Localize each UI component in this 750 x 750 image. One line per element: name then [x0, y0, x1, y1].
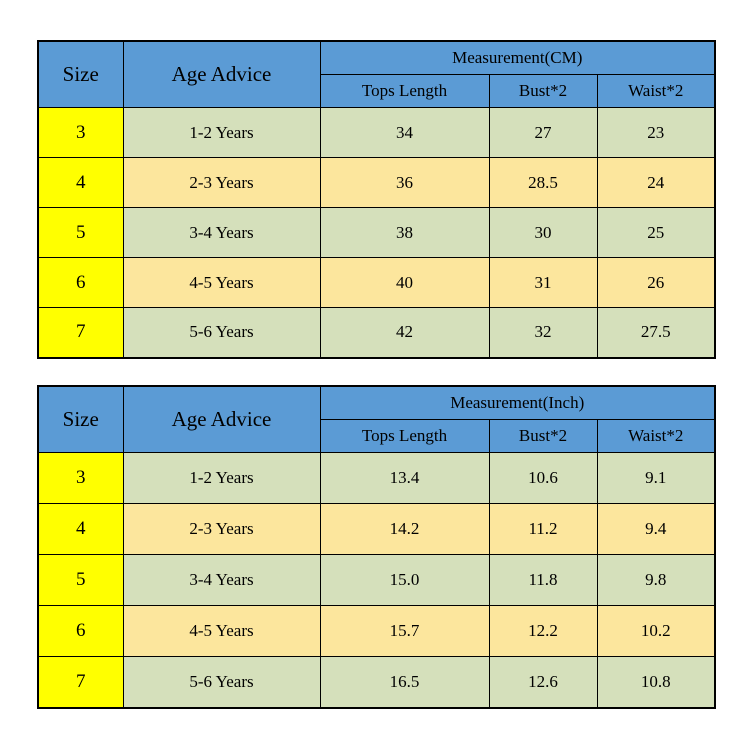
- size-cell: 6: [37, 257, 124, 308]
- waist-cell: 25: [596, 207, 716, 258]
- age-advice-cell: 3-4 Years: [122, 207, 321, 258]
- header-row-sub: Tops Length Bust*2 Waist*2: [38, 419, 716, 453]
- age-advice-cell: 2-3 Years: [122, 503, 321, 555]
- waist-cell: 24: [596, 157, 716, 208]
- size-table-cm: Size Age Advice Measurement(CM) Tops Len…: [37, 40, 716, 359]
- size-cell: 5: [37, 207, 124, 258]
- size-column-header: Size: [37, 40, 124, 108]
- bust-cell: 32: [488, 307, 598, 358]
- tops-length-cell: 38: [319, 207, 490, 258]
- tops-length-column-header: Tops Length: [319, 74, 490, 108]
- table-row: 7 5-6 Years 42 32 27.5: [37, 307, 716, 358]
- measurement-inch-header: Measurement(Inch): [319, 385, 716, 420]
- tops-length-column-header: Tops Length: [319, 419, 490, 453]
- table-row: 3 1-2 Years 34 27 23: [37, 107, 716, 158]
- size-column-header: Size: [37, 385, 124, 453]
- waist-cell: 9.4: [596, 503, 716, 555]
- size-cell: 3: [37, 107, 124, 158]
- waist-column-header: Waist*2: [596, 419, 716, 453]
- age-advice-cell: 2-3 Years: [122, 157, 321, 208]
- table-row: 3 1-2 Years 13.4 10.6 9.1: [37, 452, 716, 504]
- tops-length-cell: 16.5: [319, 656, 490, 708]
- tops-length-cell: 42: [319, 307, 490, 358]
- age-advice-cell: 5-6 Years: [122, 307, 321, 358]
- tops-length-cell: 15.7: [319, 605, 490, 657]
- size-cell: 5: [37, 554, 124, 606]
- tops-length-cell: 40: [319, 257, 490, 308]
- header-row-sub: Tops Length Bust*2 Waist*2: [38, 74, 716, 108]
- table-row: 4 2-3 Years 36 28.5 24: [37, 157, 716, 208]
- waist-cell: 23: [596, 107, 716, 158]
- age-advice-cell: 3-4 Years: [122, 554, 321, 606]
- bust-cell: 27: [488, 107, 598, 158]
- size-cell: 6: [37, 605, 124, 657]
- table-row: 6 4-5 Years 40 31 26: [37, 257, 716, 308]
- bust-cell: 12.6: [488, 656, 598, 708]
- age-advice-cell: 4-5 Years: [122, 257, 321, 308]
- tops-length-cell: 34: [319, 107, 490, 158]
- tops-length-cell: 14.2: [319, 503, 490, 555]
- bust-cell: 11.8: [488, 554, 598, 606]
- header-row-top: Size Age Advice Measurement(CM): [37, 40, 716, 108]
- size-cell: 7: [37, 656, 124, 708]
- bust-cell: 28.5: [488, 157, 598, 208]
- size-cell: 4: [37, 503, 124, 555]
- bust-cell: 31: [488, 257, 598, 308]
- table-row: 7 5-6 Years 16.5 12.6 10.8: [37, 656, 716, 708]
- age-advice-cell: 4-5 Years: [122, 605, 321, 657]
- age-advice-cell: 1-2 Years: [122, 107, 321, 158]
- size-cell: 7: [37, 307, 124, 358]
- age-advice-column-header: Age Advice: [122, 385, 321, 453]
- bust-cell: 11.2: [488, 503, 598, 555]
- table-row: 6 4-5 Years 15.7 12.2 10.2: [37, 605, 716, 657]
- waist-cell: 27.5: [596, 307, 716, 358]
- waist-cell: 10.8: [596, 656, 716, 708]
- size-cell: 3: [37, 452, 124, 504]
- bust-column-header: Bust*2: [488, 74, 598, 108]
- waist-column-header: Waist*2: [596, 74, 716, 108]
- tops-length-cell: 13.4: [319, 452, 490, 504]
- age-advice-cell: 1-2 Years: [122, 452, 321, 504]
- bust-column-header: Bust*2: [488, 419, 598, 453]
- tops-length-cell: 15.0: [319, 554, 490, 606]
- measurement-cm-header: Measurement(CM): [319, 40, 716, 75]
- waist-cell: 9.8: [596, 554, 716, 606]
- bust-cell: 12.2: [488, 605, 598, 657]
- size-cell: 4: [37, 157, 124, 208]
- waist-cell: 9.1: [596, 452, 716, 504]
- table-row: 5 3-4 Years 15.0 11.8 9.8: [37, 554, 716, 606]
- tops-length-cell: 36: [319, 157, 490, 208]
- age-advice-cell: 5-6 Years: [122, 656, 321, 708]
- table-row: 5 3-4 Years 38 30 25: [37, 207, 716, 258]
- size-table-inch: Size Age Advice Measurement(Inch) Tops L…: [37, 385, 716, 709]
- bust-cell: 10.6: [488, 452, 598, 504]
- age-advice-column-header: Age Advice: [122, 40, 321, 108]
- waist-cell: 10.2: [596, 605, 716, 657]
- table-row: 4 2-3 Years 14.2 11.2 9.4: [37, 503, 716, 555]
- header-row-top: Size Age Advice Measurement(Inch): [37, 385, 716, 453]
- waist-cell: 26: [596, 257, 716, 308]
- bust-cell: 30: [488, 207, 598, 258]
